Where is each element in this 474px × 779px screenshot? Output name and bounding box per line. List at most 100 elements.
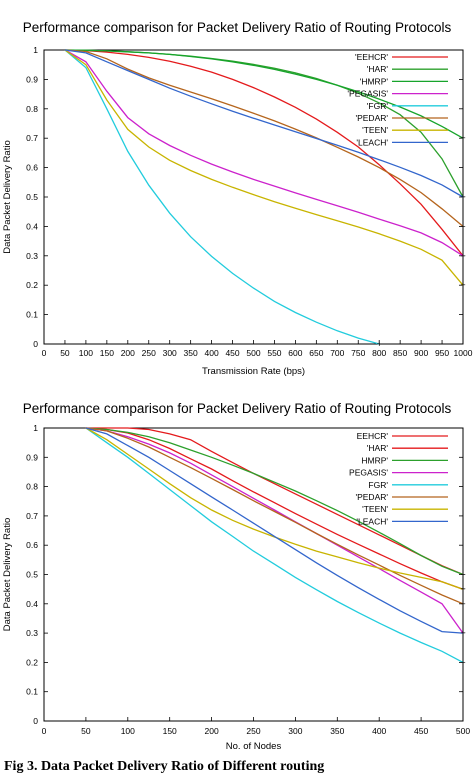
legend-label-har: 'HAR' — [367, 64, 389, 74]
x-tick-label: 1000 — [454, 348, 473, 358]
series-line-har — [64, 49, 464, 198]
x-tick-label: 300 — [288, 726, 302, 736]
series-line-leach — [64, 49, 464, 198]
chart-panel-transmission-rate: Performance comparison for Packet Delive… — [2, 20, 473, 377]
y-tick-label: 0 — [33, 716, 38, 726]
y-tick-label: 0.3 — [26, 251, 38, 261]
y-tick-label: 0.4 — [26, 221, 38, 231]
x-tick-label: 450 — [414, 726, 428, 736]
y-tick-label: 0.5 — [26, 570, 38, 580]
legend-label-pegasis: 'PEGASIS' — [347, 89, 388, 99]
series-end-marker-teen: + — [460, 584, 465, 594]
series-end-marker-fgr: + — [377, 339, 382, 349]
series-line-pegasis — [64, 49, 464, 257]
series-line-fgr — [85, 427, 464, 663]
legend-label-pegasis: PEGASIS' — [349, 468, 388, 478]
x-tick-label: 700 — [330, 348, 344, 358]
y-tick-label: 0.8 — [26, 104, 38, 114]
x-tick-label: 400 — [372, 726, 386, 736]
x-tick-label: 0 — [42, 726, 47, 736]
series-line-eehcr — [64, 49, 464, 257]
x-tick-label: 850 — [393, 348, 407, 358]
y-tick-label: 0.6 — [26, 163, 38, 173]
legend-label-teen: 'TEEN' — [362, 504, 388, 514]
series-line-pedar — [85, 427, 464, 605]
series-end-marker-pegasis: + — [460, 251, 465, 261]
y-tick-label: 0.1 — [26, 310, 38, 320]
x-tick-label: 800 — [372, 348, 386, 358]
x-tick-label: 900 — [414, 348, 428, 358]
x-tick-label: 250 — [142, 348, 156, 358]
y-tick-label: 0.2 — [26, 657, 38, 667]
x-tick-label: 950 — [435, 348, 449, 358]
x-tick-label: 0 — [42, 348, 47, 358]
legend-label-hmrp: HMRP' — [361, 455, 388, 465]
series-line-teen — [64, 49, 464, 286]
x-tick-label: 150 — [100, 348, 114, 358]
legend-label-har: 'HAR' — [367, 443, 389, 453]
x-tick-label: 250 — [246, 726, 260, 736]
x-tick-label: 150 — [163, 726, 177, 736]
chart-panel-number-of-nodes: Performance comparison for Packet Delive… — [0, 397, 474, 759]
x-tick-label: 600 — [288, 348, 302, 358]
y-tick-label: 1 — [33, 45, 38, 55]
series-end-marker-pedar: + — [460, 599, 465, 609]
figure-caption: Fig 3. Data Packet Delivery Ratio of Dif… — [4, 759, 325, 774]
series-line-pegasis — [85, 427, 464, 634]
x-tick-label: 500 — [456, 726, 470, 736]
chart-title: Performance comparison for Packet Delive… — [22, 401, 452, 416]
series-line-har — [85, 427, 464, 590]
legend-label-eehcr: 'EEHCR' — [355, 52, 388, 62]
chart-svg-number-of-nodes: 0 50 100 150 200 250 300 350 400 450 500 0 0.1 0.2 0.3… — [2, 423, 470, 752]
y-tick-label: 0.7 — [26, 511, 38, 521]
x-tick-label: 350 — [330, 726, 344, 736]
series-end-marker-hmrp: + — [460, 570, 465, 580]
legend-label-pedar: 'PEDAR' — [355, 492, 388, 502]
x-tick-label: 750 — [351, 348, 365, 358]
y-tick-label: 1 — [33, 423, 38, 433]
x-axis-label: Transmission Rate (bps) — [202, 366, 305, 377]
y-tick-label: 0.4 — [26, 599, 38, 609]
y-tick-label: 0 — [33, 339, 38, 349]
series-line-fgr — [64, 49, 380, 345]
series-end-marker-fgr: + — [460, 657, 465, 667]
x-tick-label: 450 — [225, 348, 239, 358]
series-line-eehcr — [85, 427, 464, 576]
x-tick-label: 200 — [205, 726, 219, 736]
legend-label-fgr: 'FGR' — [367, 101, 389, 111]
legend-label-hmrp: 'HMRP' — [360, 76, 389, 86]
series-end-marker-leach: + — [460, 192, 465, 202]
x-tick-label: 400 — [205, 348, 219, 358]
x-tick-label: 50 — [81, 726, 91, 736]
x-tick-label: 300 — [163, 348, 177, 358]
y-tick-label: 0.5 — [26, 192, 38, 202]
series-end-marker-leach: + — [460, 628, 465, 638]
y-tick-label: 0.3 — [26, 628, 38, 638]
series-line-pedar — [64, 49, 464, 227]
legend-label-fgr: FGR' — [368, 480, 388, 490]
y-axis-label: Data Packet Delivery Ratio — [2, 518, 13, 632]
series-end-marker-teen: + — [460, 280, 465, 290]
x-tick-label: 50 — [60, 348, 70, 358]
y-tick-label: 0.2 — [26, 280, 38, 290]
y-tick-label: 0.7 — [26, 133, 38, 143]
y-tick-label: 0.9 — [26, 74, 38, 84]
series-line-leach — [85, 427, 464, 634]
x-tick-label: 100 — [79, 348, 93, 358]
y-tick-label: 0.8 — [26, 482, 38, 492]
y-tick-label: 0.1 — [26, 687, 38, 697]
legend-label-teen: 'TEEN' — [362, 125, 388, 135]
series-end-marker-hmrp: + — [460, 133, 465, 143]
chart-title: Performance comparison for Packet Delive… — [22, 20, 452, 35]
x-tick-label: 100 — [121, 726, 135, 736]
series-end-marker-pedar: + — [460, 221, 465, 231]
y-tick-label: 0.6 — [26, 540, 38, 550]
y-tick-label: 0.9 — [26, 452, 38, 462]
legend-label-pedar: 'PEDAR' — [355, 113, 388, 123]
legend-label-leach: 'LEACH' — [356, 137, 388, 147]
x-axis-label: No. of Nodes — [226, 741, 282, 752]
x-tick-label: 550 — [267, 348, 281, 358]
x-tick-label: 500 — [246, 348, 260, 358]
series-line-hmrp — [85, 427, 464, 576]
x-tick-label: 650 — [309, 348, 323, 358]
